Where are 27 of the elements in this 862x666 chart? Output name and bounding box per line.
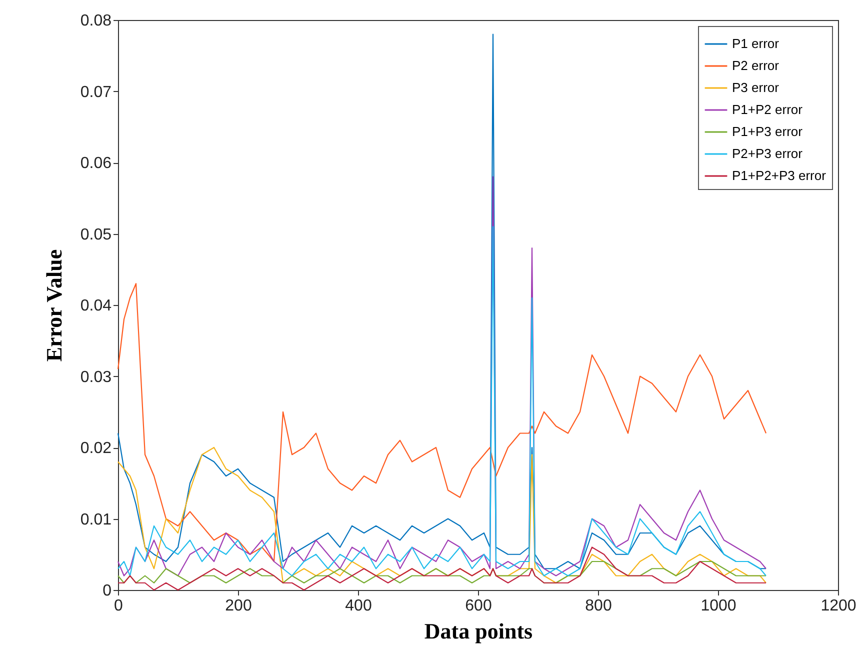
- legend-label: P1+P3 error: [732, 124, 804, 139]
- x-axis-title: Data points: [424, 618, 534, 644]
- y-tick-label: 0.04: [80, 298, 112, 314]
- legend-label: P1+P2 error: [732, 102, 804, 117]
- y-tick-label: 0.07: [80, 84, 112, 101]
- line-series: [117, 283, 767, 562]
- legend-label: P1+P2+P3 error: [732, 168, 827, 183]
- y-axis-title: Error Value: [41, 249, 66, 362]
- line-series: [117, 546, 767, 591]
- y-tick-label: 0.03: [80, 368, 112, 386]
- y-tick-label: 0.01: [80, 511, 112, 528]
- x-tick-label: 800: [585, 598, 612, 614]
- legend-label: P2+P3 error: [732, 146, 804, 161]
- x-tick-label: 0: [114, 598, 124, 614]
- y-tick-label: 0.05: [80, 226, 112, 244]
- x-tick-label: 1000: [700, 598, 736, 614]
- y-tick-label: 0.08: [80, 12, 112, 30]
- x-tick-label: 600: [465, 598, 492, 614]
- x-tick-label: 1200: [820, 598, 856, 614]
- legend-label: P3 error: [732, 80, 780, 95]
- y-tick-label: 0.06: [80, 155, 112, 172]
- x-tick-label: 400: [345, 598, 372, 614]
- y-tick-label: 0.02: [80, 440, 112, 457]
- legend-label: P2 error: [732, 58, 780, 73]
- y-tick-label: 0: [102, 582, 112, 600]
- legend-label: P1 error: [732, 36, 780, 51]
- x-tick-label: 200: [225, 598, 252, 614]
